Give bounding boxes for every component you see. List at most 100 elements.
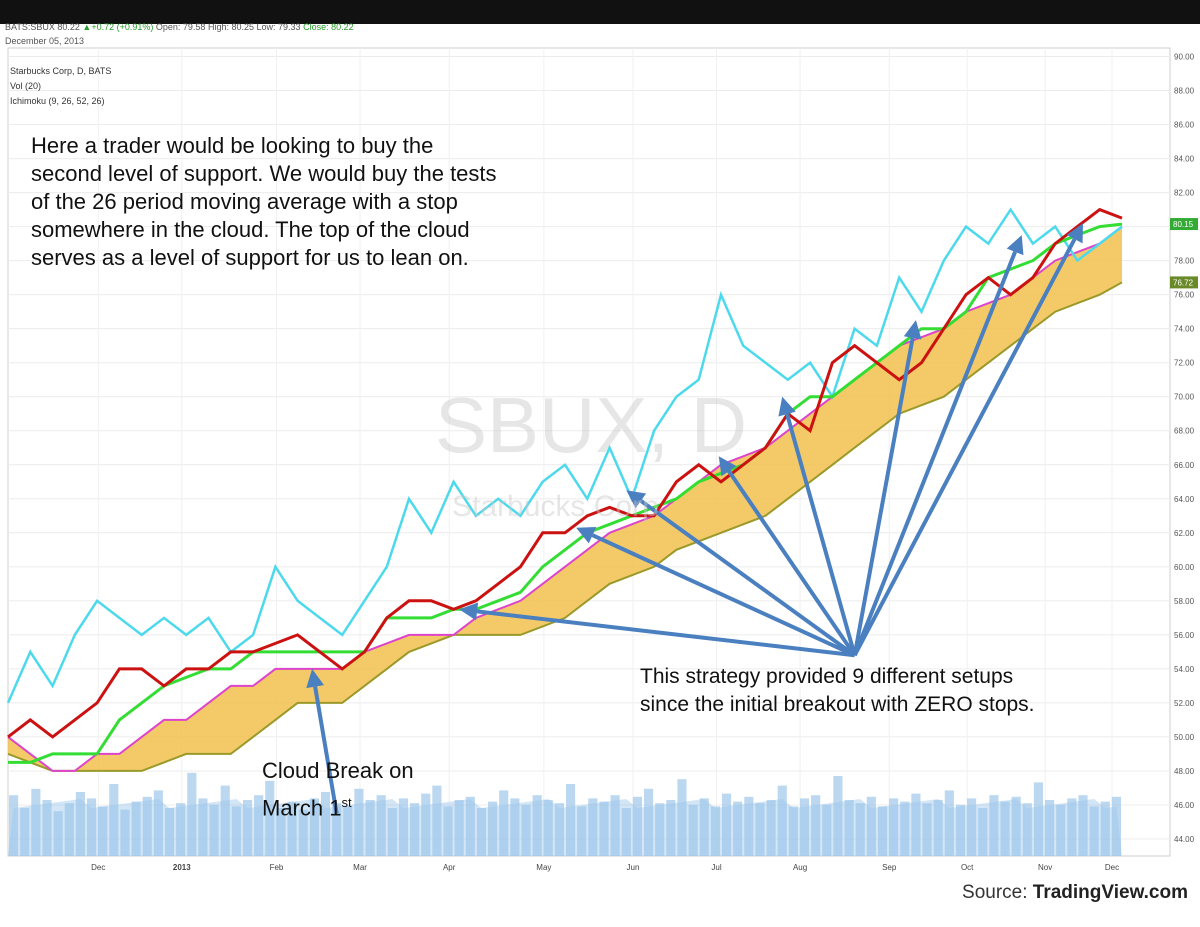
x-tick-label: Feb bbox=[270, 863, 284, 872]
volume-bar bbox=[811, 795, 821, 856]
volume-bar bbox=[1000, 801, 1010, 856]
y-tick-label: 88.00 bbox=[1174, 87, 1195, 96]
cloud-break-ordinal: st bbox=[341, 795, 352, 810]
volume-bar bbox=[343, 806, 353, 856]
volume-bar bbox=[599, 801, 609, 856]
tenkan-sen-line bbox=[7, 207, 1123, 739]
volume-bar bbox=[844, 800, 854, 856]
volume-bar bbox=[755, 803, 765, 856]
volume-bar bbox=[1100, 801, 1110, 856]
volume-bar bbox=[443, 806, 453, 856]
volume-bar bbox=[566, 784, 576, 856]
volume-bar bbox=[276, 808, 286, 856]
setup-arrow-shaft bbox=[785, 413, 857, 656]
volume-bar bbox=[98, 806, 108, 856]
volume-bar bbox=[766, 800, 776, 856]
volume-bar bbox=[365, 800, 375, 856]
watermark-symbol: SBUX, D bbox=[435, 381, 748, 469]
source-prefix: Source: bbox=[962, 882, 1033, 903]
x-tick-label: Jun bbox=[627, 863, 640, 872]
main-annotation-line: somewhere in the cloud. The top of the c… bbox=[31, 217, 470, 242]
legend-title: Starbucks Corp, D, BATS bbox=[10, 66, 112, 76]
y-tick-label: 64.00 bbox=[1174, 495, 1195, 504]
price-labels: 80.15 76.72 bbox=[1170, 218, 1198, 289]
x-axis: Dec 2013 Feb Mar Apr May Jun Jul Aug Sep Oct Nov Dec bbox=[91, 863, 1119, 872]
y-tick-label: 58.00 bbox=[1174, 597, 1195, 606]
setup-arrow-head bbox=[778, 396, 796, 417]
volume-bar bbox=[209, 804, 219, 856]
x-tick-label: May bbox=[536, 863, 551, 872]
volume-bar bbox=[64, 803, 74, 856]
quote-high: High: 80.25 bbox=[207, 22, 254, 32]
setup-arrow-shaft bbox=[639, 499, 856, 657]
volume-bar bbox=[643, 788, 654, 856]
quote-close: Close: 80.22 bbox=[303, 22, 354, 32]
volume-bar bbox=[320, 792, 331, 856]
volume-bar bbox=[877, 806, 888, 856]
volume-bar bbox=[387, 808, 397, 856]
y-tick-label: 74.00 bbox=[1174, 325, 1195, 334]
source-name: TradingView.com bbox=[1032, 882, 1188, 903]
y-tick-label: 72.00 bbox=[1174, 359, 1195, 368]
volume-bar bbox=[432, 785, 442, 856]
volume-bar bbox=[911, 793, 921, 856]
y-tick-label: 52.00 bbox=[1174, 699, 1195, 708]
setup-arrow-shaft bbox=[852, 251, 1017, 657]
cloud-break-date: March 1 bbox=[262, 795, 342, 821]
source-credit: Source: TradingView.com bbox=[962, 882, 1188, 904]
volume-bar bbox=[176, 803, 186, 856]
quote-open: Open: 79.58 bbox=[155, 22, 206, 32]
y-tick-label: 60.00 bbox=[1174, 563, 1195, 572]
volume-bar bbox=[421, 793, 431, 856]
volume-average-area bbox=[8, 799, 1122, 856]
x-tick-label: Dec bbox=[91, 863, 105, 872]
volume-bar bbox=[521, 804, 531, 856]
volume-bar bbox=[332, 803, 342, 856]
main-annotation-line: of the 26 period moving average with a s… bbox=[31, 189, 458, 214]
volume-bar bbox=[721, 793, 732, 856]
quote-last: 80.22 bbox=[57, 22, 80, 32]
volume-bar bbox=[164, 808, 175, 856]
setups-annotation: This strategy provided 9 different setup… bbox=[640, 663, 1035, 719]
price-tag-label: 80.15 bbox=[1173, 220, 1194, 229]
y-tick-label: 56.00 bbox=[1174, 631, 1195, 640]
volume-bar bbox=[922, 803, 932, 856]
volume-bar bbox=[1033, 782, 1044, 856]
volume-bar bbox=[799, 798, 810, 856]
volume-bar bbox=[488, 801, 498, 856]
setup-arrow-head bbox=[459, 602, 479, 621]
volume-bar bbox=[109, 784, 119, 856]
volume-bars bbox=[9, 772, 1121, 856]
price-tag bbox=[1170, 218, 1198, 231]
volume-bar bbox=[955, 804, 966, 856]
y-tick-label: 84.00 bbox=[1174, 155, 1195, 164]
price-tag-label: 76.72 bbox=[1173, 278, 1194, 287]
volume-bar bbox=[42, 800, 52, 856]
volume-bar bbox=[220, 785, 230, 856]
x-tick-label: Aug bbox=[793, 863, 807, 872]
volume-bar bbox=[476, 808, 487, 856]
volume-bar bbox=[933, 800, 943, 856]
setup-arrow-shaft bbox=[852, 238, 1077, 657]
setup-arrow-head bbox=[903, 320, 922, 340]
cloud-break-annotation: Cloud Break on March 1st bbox=[262, 755, 414, 824]
y-tick-label: 90.00 bbox=[1174, 53, 1195, 62]
setup-arrow-head bbox=[576, 527, 597, 544]
volume-bar bbox=[309, 798, 319, 856]
volume-bar bbox=[1056, 804, 1066, 856]
setup-arrow-head bbox=[306, 668, 325, 689]
watermark-name: Starbucks Corp bbox=[452, 490, 659, 523]
y-tick-label: 70.00 bbox=[1174, 393, 1195, 402]
x-tick-label: Dec bbox=[1105, 863, 1119, 872]
main-annotation-line: Here a trader would be looking to buy th… bbox=[31, 133, 434, 158]
y-tick-label: 62.00 bbox=[1174, 529, 1195, 538]
legend-ichimoku: Ichimoku (9, 26, 52, 26) bbox=[10, 96, 105, 106]
y-tick-label: 68.00 bbox=[1174, 427, 1195, 436]
setup-arrow-head bbox=[718, 456, 737, 477]
quote-date: December 05, 2013 bbox=[5, 36, 85, 46]
volume-bar bbox=[833, 776, 843, 856]
kijun-sen-line bbox=[8, 222, 1123, 764]
volume-bar bbox=[499, 790, 509, 856]
volume-bar bbox=[1011, 796, 1021, 856]
